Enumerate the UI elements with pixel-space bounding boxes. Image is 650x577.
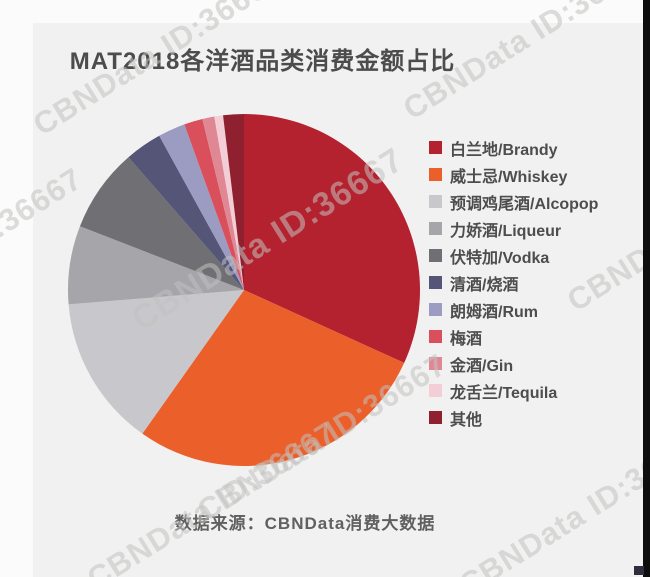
legend-label: 金酒/Gin bbox=[450, 357, 514, 375]
legend-swatch-gin bbox=[429, 357, 442, 370]
legend-item-plum-wine: 梅酒 bbox=[429, 323, 598, 350]
legend-swatch-rum bbox=[429, 303, 442, 316]
legend-label: 白兰地/Brandy bbox=[450, 141, 558, 159]
corner-mark bbox=[634, 566, 644, 575]
legend-swatch-tequila bbox=[429, 384, 442, 397]
legend-label: 伏特加/Vodka bbox=[450, 249, 550, 267]
legend-swatch-vodka bbox=[429, 249, 442, 262]
pie-slice-vodka bbox=[79, 157, 245, 290]
pie-slice-others bbox=[223, 113, 244, 290]
chart-title: MAT2018各洋酒品类消费金额占比 bbox=[69, 48, 456, 75]
legend-label: 力娇酒/Liqueur bbox=[450, 222, 562, 240]
legend: 白兰地/Brandy 威士忌/Whiskey 预调鸡尾酒/Alcopop 力娇酒/Li… bbox=[429, 134, 598, 431]
legend-item-others: 其他 bbox=[429, 404, 598, 431]
legend-swatch-whiskey bbox=[429, 168, 442, 181]
legend-label: 龙舌兰/Tequila bbox=[450, 384, 558, 402]
legend-label: 梅酒 bbox=[450, 330, 483, 348]
pie-slice-brandy bbox=[244, 114, 421, 363]
legend-item-vodka: 伏特加/Vodka bbox=[429, 242, 598, 269]
legend-swatch-others bbox=[429, 411, 442, 424]
legend-label: 威士忌/Whiskey bbox=[450, 168, 568, 186]
legend-label: 朗姆酒/Rum bbox=[450, 303, 539, 321]
legend-item-sake-shochu: 清酒/烧酒 bbox=[429, 269, 598, 296]
pie-slice-plum-wine bbox=[184, 118, 244, 291]
legend-item-gin: 金酒/Gin bbox=[429, 350, 598, 377]
pie-slice-tequila bbox=[214, 115, 244, 290]
pie-slice-liqueur bbox=[68, 226, 245, 305]
legend-label: 清酒/烧酒 bbox=[450, 276, 519, 294]
right-edge-strip bbox=[643, 0, 650, 577]
pie-slice-alcopop bbox=[68, 290, 244, 434]
pie-slice-gin bbox=[202, 116, 244, 290]
legend-swatch-sake-shochu bbox=[429, 276, 442, 289]
legend-label: 预调鸡尾酒/Alcopop bbox=[450, 195, 599, 213]
pie-slice-whiskey bbox=[142, 290, 405, 467]
legend-swatch-liqueur bbox=[429, 222, 442, 235]
pie-slice-sake-shochu bbox=[128, 135, 244, 290]
legend-label: 其他 bbox=[450, 411, 483, 429]
legend-item-rum: 朗姆酒/Rum bbox=[429, 296, 598, 323]
legend-swatch-brandy bbox=[429, 141, 442, 154]
legend-item-liqueur: 力娇酒/Liqueur bbox=[429, 215, 598, 242]
legend-swatch-plum-wine bbox=[429, 330, 442, 343]
legend-swatch-alcopop bbox=[429, 195, 442, 208]
legend-item-alcopop: 预调鸡尾酒/Alcopop bbox=[429, 188, 598, 215]
pie-slice-rum bbox=[159, 124, 244, 291]
source-note: 数据来源：CBNData消费大数据 bbox=[174, 514, 436, 533]
legend-item-brandy: 白兰地/Brandy bbox=[429, 134, 598, 161]
legend-item-tequila: 龙舌兰/Tequila bbox=[429, 377, 598, 404]
legend-item-whiskey: 威士忌/Whiskey bbox=[429, 161, 598, 188]
